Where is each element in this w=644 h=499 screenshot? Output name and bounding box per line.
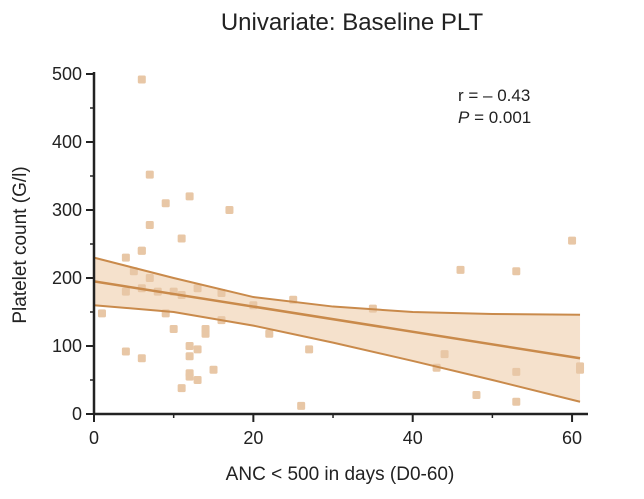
data-point: [185, 342, 194, 350]
data-point: [225, 206, 234, 214]
regression-line: [93, 280, 581, 360]
data-point: [185, 372, 194, 381]
y-axis-label: Platelet count (G/l): [10, 166, 31, 323]
x-tick-label: 60: [562, 428, 582, 448]
p-value-letter: P: [458, 108, 470, 127]
data-point: [137, 246, 146, 255]
data-point: [568, 236, 577, 245]
p-value-text: = 0.001: [469, 108, 531, 127]
x-tick-label: 0: [89, 428, 99, 448]
y-tick-label: 300: [52, 200, 82, 220]
data-point: [265, 329, 274, 338]
data-point: [121, 287, 130, 296]
data-point: [145, 170, 154, 179]
y-tick-label: 400: [52, 132, 82, 152]
axes-layer: 0 100 200 300 400 500 0 20 40 60: [52, 64, 588, 448]
data-point: [456, 265, 465, 274]
y-tick-label: 0: [72, 404, 82, 424]
data-point: [185, 192, 194, 201]
y-tick-label: 100: [52, 336, 82, 356]
data-point: [121, 347, 130, 356]
data-points-layer: [97, 75, 585, 410]
data-point: [440, 350, 449, 359]
p-value-annotation: P = 0.001: [458, 108, 531, 127]
data-point: [512, 397, 521, 406]
x-tick-label: 40: [403, 428, 423, 448]
data-point: [193, 345, 202, 354]
regression-lines-layer: [93, 256, 581, 403]
data-point: [169, 325, 178, 333]
data-point: [137, 75, 146, 84]
data-point: [512, 267, 521, 276]
data-point: [193, 376, 202, 384]
data-point: [161, 199, 170, 208]
data-point: [145, 220, 154, 229]
data-point: [177, 384, 186, 393]
data-point: [145, 274, 154, 282]
y-tick-label: 200: [52, 268, 82, 288]
data-point: [97, 309, 106, 318]
data-point: [121, 253, 130, 262]
correlation-annotation: r = – 0.43: [458, 86, 530, 105]
data-point: [137, 354, 146, 363]
x-axis-label: ANC < 500 in days (D0-60): [226, 464, 455, 485]
data-point: [185, 352, 194, 361]
data-point: [193, 284, 202, 293]
data-point: [512, 367, 521, 376]
data-point: [177, 234, 186, 243]
confidence-band: [94, 257, 581, 402]
ci-lower-line: [93, 304, 581, 403]
y-tick-label: 500: [52, 64, 82, 84]
data-point: [201, 329, 210, 338]
x-tick-label: 20: [243, 428, 263, 448]
chart-title: Univariate: Baseline PLT: [221, 9, 484, 36]
confidence-band-layer: [94, 257, 581, 402]
ci-upper-line: [93, 256, 581, 316]
data-point: [297, 401, 306, 410]
data-point: [472, 390, 481, 399]
data-point: [576, 365, 585, 374]
data-point: [305, 345, 314, 354]
data-point: [217, 288, 226, 297]
data-point: [209, 365, 218, 374]
